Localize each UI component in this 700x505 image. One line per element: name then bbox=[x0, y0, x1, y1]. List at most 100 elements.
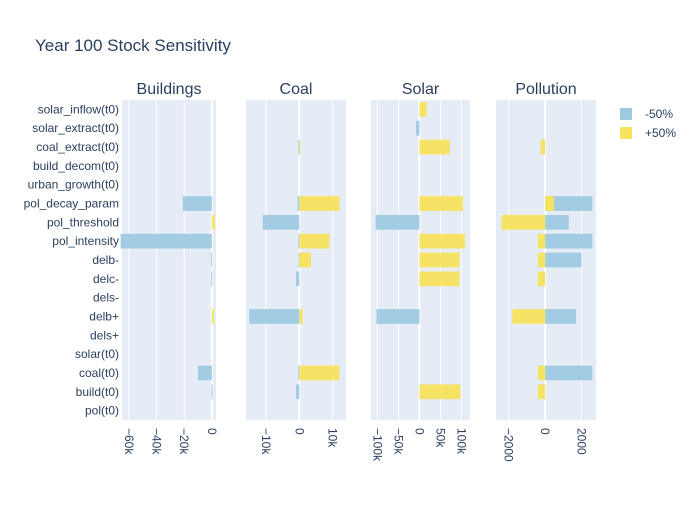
legend[interactable]: -50% +50% bbox=[620, 107, 676, 140]
x-tick-label: 50k bbox=[434, 428, 448, 448]
bar-minus50-pol-threshold bbox=[262, 215, 300, 230]
category-label: urban_growth(t0) bbox=[28, 178, 119, 192]
subplot-title: Coal bbox=[280, 81, 313, 98]
bar-minus50-delb- bbox=[545, 309, 576, 324]
subplot-title: Solar bbox=[402, 81, 440, 98]
category-label: solar(t0) bbox=[75, 347, 119, 361]
bar-minus50-delb- bbox=[545, 252, 582, 268]
legend-swatch bbox=[620, 108, 632, 120]
subplot-solar: Solar −100k −50k 0 50k 100k bbox=[370, 81, 470, 462]
bar-minus50-pol-threshold bbox=[375, 215, 420, 230]
legend-label: -50% bbox=[645, 107, 673, 121]
bar-plus50-pol-intensity bbox=[537, 233, 546, 249]
category-label: build(t0) bbox=[76, 385, 119, 399]
bar-plus50-delb- bbox=[299, 252, 311, 268]
bar-plus50-pol-decay-param bbox=[299, 196, 340, 211]
subplot-buildings: Buildings −60k −40k −20k 0 bbox=[120, 81, 219, 455]
bar-plus50-coal-t0- bbox=[299, 365, 340, 381]
category-label: build_decom(t0) bbox=[33, 159, 119, 173]
x-tick-label: −40k bbox=[150, 428, 164, 455]
bar-minus50-build-t0- bbox=[211, 384, 213, 400]
x-tick-label: 100k bbox=[455, 428, 469, 455]
legend-swatch bbox=[620, 127, 632, 139]
bar-plus50-pol-threshold bbox=[211, 215, 215, 230]
bar-plus50-delb- bbox=[537, 252, 546, 268]
bar-minus50-pol-threshold bbox=[545, 215, 569, 230]
bar-minus50-delb- bbox=[298, 252, 300, 268]
bar-plus50-delb- bbox=[419, 252, 460, 268]
legend-item-minus50[interactable]: -50% bbox=[620, 107, 673, 121]
legend-label: +50% bbox=[645, 126, 676, 140]
x-tick-label: 0 bbox=[412, 428, 426, 435]
bar-minus50-pol-decay-param bbox=[297, 196, 300, 211]
bar-minus50-coal-t0- bbox=[198, 365, 212, 381]
bar-plus50-pol-decay-param bbox=[545, 196, 555, 211]
bar-minus50-delc- bbox=[296, 271, 300, 287]
bar-plus50-pol-intensity bbox=[419, 233, 465, 249]
x-tick-label: 2000 bbox=[574, 428, 588, 455]
legend-item-plus50[interactable]: +50% bbox=[620, 126, 676, 140]
bar-plus50-solar-inflow-t0- bbox=[419, 102, 427, 117]
x-tick-label: −100k bbox=[370, 428, 384, 462]
bar-minus50-delb- bbox=[210, 252, 212, 268]
x-tick-label: −10k bbox=[259, 428, 273, 455]
x-tick-label: −2000 bbox=[502, 428, 516, 462]
chart-title: Year 100 Stock Sensitivity bbox=[35, 36, 231, 55]
category-label: pol_threshold bbox=[47, 215, 119, 229]
bar-minus50-pol-decay-param bbox=[545, 196, 593, 211]
category-label: coal(t0) bbox=[79, 366, 119, 380]
bar-plus50-delb- bbox=[512, 309, 546, 324]
category-label: solar_extract(t0) bbox=[32, 121, 119, 135]
x-tick-label: 10k bbox=[326, 428, 340, 448]
bar-plus50-build-t0- bbox=[419, 384, 461, 400]
bar-plus50-coal-extract-t0- bbox=[299, 139, 301, 155]
bar-plus50-delb- bbox=[299, 309, 303, 324]
bar-minus50-coal-t0- bbox=[545, 365, 593, 381]
x-tick-label: 0 bbox=[205, 428, 219, 435]
bar-minus50-delb- bbox=[249, 309, 300, 324]
category-label: solar_inflow(t0) bbox=[38, 102, 119, 116]
x-tick-label: 0 bbox=[292, 428, 306, 435]
bar-minus50-coal-extract-t0- bbox=[298, 139, 300, 155]
bar-plus50-delb- bbox=[211, 309, 214, 324]
category-label: pol_decay_param bbox=[24, 197, 119, 211]
subplot-pollution: Pollution −2000 0 2000 bbox=[496, 81, 596, 462]
category-label: dels- bbox=[93, 291, 119, 305]
category-label: pol_intensity bbox=[52, 234, 119, 248]
bar-minus50-pol-intensity bbox=[120, 233, 212, 249]
category-label: pol(t0) bbox=[85, 404, 119, 418]
category-label: delb+ bbox=[89, 309, 119, 323]
subplot-title: Buildings bbox=[137, 81, 202, 98]
bar-minus50-coal-t0- bbox=[298, 365, 300, 381]
bar-plus50-coal-extract-t0- bbox=[419, 139, 450, 155]
bar-minus50-delc- bbox=[211, 271, 213, 287]
bar-minus50-solar-extract-t0- bbox=[416, 120, 420, 136]
subplot-title: Pollution bbox=[515, 81, 576, 98]
category-label: dels+ bbox=[90, 328, 119, 342]
bar-plus50-pol-intensity bbox=[299, 233, 330, 249]
bar-plus50-pol-decay-param bbox=[419, 196, 463, 211]
bar-minus50-pol-intensity bbox=[298, 233, 300, 249]
bar-plus50-coal-extract-t0- bbox=[540, 139, 546, 155]
x-tick-label: 0 bbox=[538, 428, 552, 435]
x-tick-label: −60k bbox=[122, 428, 136, 455]
category-label: coal_extract(t0) bbox=[36, 140, 119, 154]
category-label: delb- bbox=[92, 253, 119, 267]
bar-minus50-delb- bbox=[376, 309, 420, 324]
subplots-group: Buildings −60k −40k −20k 0 Coal −10k 0 10k Solar −… bbox=[120, 81, 596, 462]
bar-plus50-coal-t0- bbox=[537, 365, 546, 381]
category-label: delc- bbox=[93, 272, 119, 286]
x-tick-label: −50k bbox=[391, 428, 405, 455]
x-tick-label: −20k bbox=[177, 428, 191, 455]
bar-plus50-build-t0- bbox=[537, 384, 546, 400]
bar-minus50-pol-intensity bbox=[545, 233, 593, 249]
subplot-coal: Coal −10k 0 10k bbox=[246, 81, 346, 455]
category-labels: solar_inflow(t0) solar_extract(t0) coal_ex… bbox=[24, 102, 119, 417]
bar-minus50-build-t0- bbox=[296, 384, 300, 400]
bar-minus50-pol-decay-param bbox=[182, 196, 212, 211]
bar-plus50-delc- bbox=[537, 271, 546, 287]
bar-plus50-pol-threshold bbox=[501, 215, 546, 230]
bar-plus50-delc- bbox=[419, 271, 460, 287]
